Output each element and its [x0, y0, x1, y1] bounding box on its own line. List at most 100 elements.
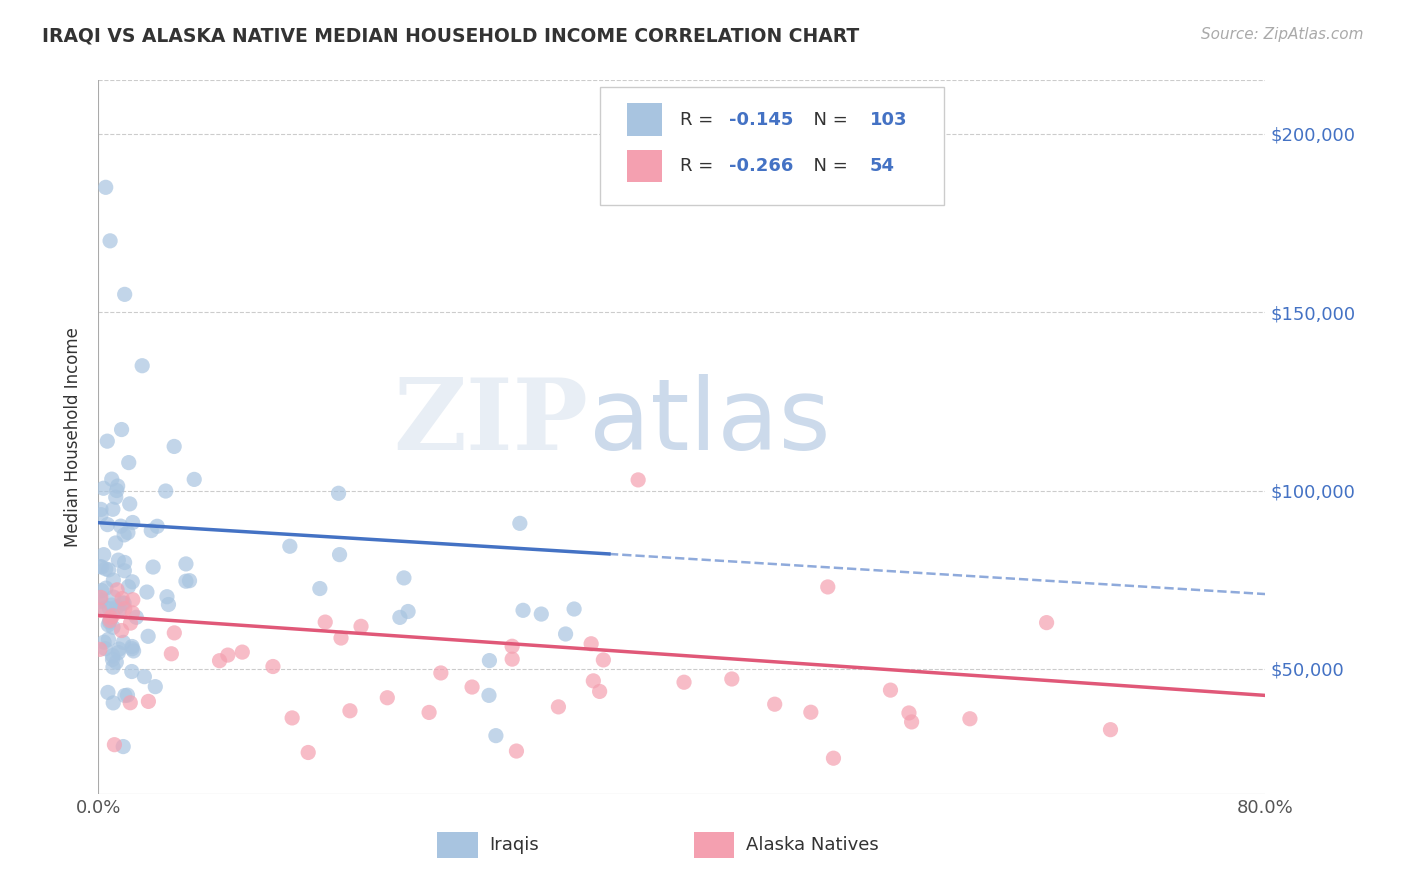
Point [375, 690, 398, 705]
Point [101, 652, 124, 666]
Point [396, 605, 419, 619]
Point [174, 557, 197, 571]
Point [94, 562, 117, 576]
Point [97, 685, 120, 699]
Point [96, 517, 118, 532]
Point [579, 637, 602, 651]
Point [112, 564, 135, 578]
Point [98, 234, 121, 248]
Point [97, 563, 120, 577]
Point [122, 644, 145, 658]
Text: Iraqis: Iraqis [489, 837, 538, 855]
Point [673, 675, 696, 690]
Point [105, 600, 128, 615]
Point [94, 641, 117, 656]
Point [118, 497, 141, 511]
Point [314, 615, 336, 629]
Point [392, 571, 415, 585]
Point [90, 502, 112, 516]
Point [388, 610, 411, 624]
Point [562, 602, 585, 616]
Point [110, 423, 132, 437]
Point [121, 640, 143, 654]
Point [98, 614, 121, 628]
Text: -0.145: -0.145 [728, 111, 793, 128]
Point [112, 596, 135, 610]
Point [142, 560, 165, 574]
Point [101, 648, 124, 663]
Point [179, 574, 201, 588]
Point [627, 473, 650, 487]
Point [136, 629, 159, 643]
Point [114, 601, 136, 615]
Point [501, 640, 523, 654]
Point [105, 582, 128, 597]
Text: N =: N = [801, 111, 853, 128]
Bar [627, 103, 662, 136]
Point [98, 613, 121, 627]
Point [160, 647, 183, 661]
Point [89, 642, 111, 657]
Point [817, 580, 839, 594]
Point [114, 556, 136, 570]
Point [582, 673, 605, 688]
Point [100, 598, 122, 612]
Text: Alaska Natives: Alaska Natives [747, 837, 879, 855]
Point [823, 751, 845, 765]
Point [121, 641, 143, 656]
Point [512, 603, 534, 617]
Point [131, 359, 153, 373]
Point [94, 601, 117, 615]
Point [110, 519, 132, 533]
Bar [437, 832, 478, 858]
Point [121, 516, 143, 530]
Point [101, 608, 124, 623]
Point [328, 486, 350, 500]
Point [157, 598, 180, 612]
Point [90, 583, 112, 598]
Point [138, 694, 160, 708]
Point [547, 699, 569, 714]
Point [330, 631, 353, 645]
Point [117, 688, 139, 702]
Point [114, 287, 136, 301]
Bar [693, 832, 734, 858]
Point [112, 635, 135, 649]
Text: atlas: atlas [589, 375, 830, 471]
Point [121, 665, 143, 679]
Text: Source: ZipAtlas.com: Source: ZipAtlas.com [1201, 27, 1364, 42]
Point [101, 660, 124, 674]
Point [103, 573, 125, 587]
Point [959, 712, 981, 726]
Point [350, 619, 373, 633]
Point [720, 672, 742, 686]
Point [100, 472, 122, 486]
Y-axis label: Median Household Income: Median Household Income [65, 327, 83, 547]
Text: ZIP: ZIP [394, 375, 589, 471]
Point [89, 595, 111, 609]
Point [183, 472, 205, 486]
Point [111, 591, 134, 606]
Point [98, 615, 121, 629]
Point [104, 490, 127, 504]
Point [339, 704, 361, 718]
Point [107, 646, 129, 660]
Point [111, 596, 134, 610]
Point [104, 536, 127, 550]
Point [101, 620, 124, 634]
Point [763, 697, 786, 711]
Point [1035, 615, 1057, 630]
Text: R =: R = [679, 111, 718, 128]
Point [141, 524, 163, 538]
Point [120, 616, 142, 631]
Point [1099, 723, 1122, 737]
Point [501, 652, 523, 666]
Point [900, 714, 922, 729]
Point [418, 706, 440, 720]
Point [505, 744, 527, 758]
Point [107, 479, 129, 493]
Point [478, 689, 501, 703]
Point [97, 632, 120, 647]
Point [592, 653, 614, 667]
Text: -0.266: -0.266 [728, 157, 793, 175]
